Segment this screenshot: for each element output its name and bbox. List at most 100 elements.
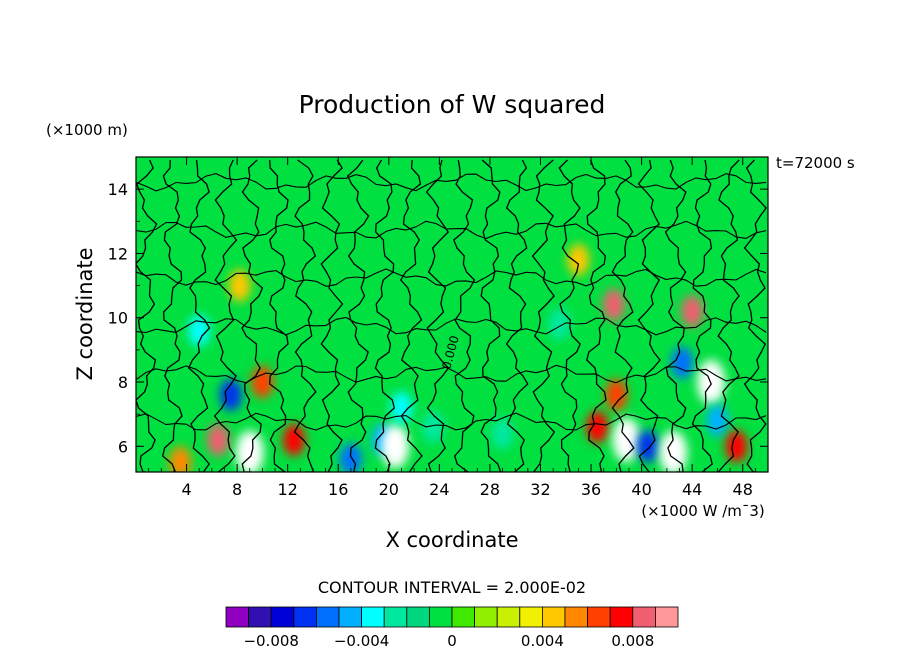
colorbar-label-0: −0.008	[243, 632, 299, 650]
colorbar-swatch-2	[270, 606, 295, 628]
contour-band-5	[136, 412, 767, 431]
field-feature-1	[207, 423, 230, 456]
colorbar-swatch-10	[451, 606, 476, 628]
contour-line-12	[453, 159, 476, 472]
colorbar-swatch-19	[655, 606, 679, 628]
x-tick-label-1: 8	[232, 480, 242, 499]
contour-line-7	[320, 159, 344, 472]
y-axis-title: Z coordinate	[73, 247, 97, 380]
colorbar-swatch-15	[564, 606, 589, 628]
chart-title: Production of W squared	[299, 90, 606, 119]
field-feature-14	[612, 417, 641, 462]
colorbar-swatch-17	[609, 606, 634, 628]
time-label: t=72000 s	[776, 154, 855, 172]
colorbar-swatch-7	[383, 606, 408, 628]
x-tick-label-2: 12	[278, 480, 298, 499]
field-feature-26	[228, 269, 251, 302]
field-feature-19	[697, 360, 726, 404]
colorbar-swatch-3	[293, 606, 317, 628]
colorbar-swatch-16	[587, 606, 611, 628]
colorbar-swatch-1	[248, 606, 272, 628]
field-feature-13	[602, 288, 625, 321]
x-tick-label-4: 20	[379, 480, 399, 499]
contour-line-20	[664, 159, 687, 472]
x-tick-label-10: 44	[682, 480, 702, 499]
contour-line-3	[213, 159, 238, 472]
contour-line-4	[241, 159, 264, 472]
y-axis: 6 8 10 12 14	[108, 156, 768, 456]
contour-line-22	[717, 159, 740, 472]
colorbar-label-1: −0.004	[334, 632, 390, 650]
plot-background	[136, 157, 768, 472]
contour-line-1	[161, 159, 183, 472]
contour-band-2	[136, 268, 767, 287]
contour-line-23	[743, 159, 767, 472]
x-tick-label-6: 28	[480, 480, 500, 499]
contour-line-14	[505, 159, 529, 472]
field-feature-25	[567, 243, 590, 276]
x-axis-title: X coordinate	[385, 528, 518, 552]
colorbar-swatch-5	[338, 606, 363, 628]
contour-interval-label: CONTOUR INTERVAL = 2.000E-02	[318, 578, 586, 597]
colorbar-swatch-0	[225, 606, 250, 628]
colorbar-label-4: 0.008	[611, 632, 654, 650]
field-feature-5	[283, 423, 305, 456]
field-layer	[169, 243, 748, 472]
x-tick-label-11: 48	[733, 480, 753, 499]
x-tick-label-3: 16	[328, 480, 348, 499]
colorbar-label-2: 0	[447, 632, 457, 650]
contour-line-5	[269, 159, 289, 472]
field-feature-0	[235, 430, 264, 472]
y-tick-label-0: 6	[118, 437, 128, 456]
contour-layer	[136, 159, 767, 472]
colorbar-swatch-18	[632, 606, 656, 628]
x-tick-label-9: 40	[631, 480, 651, 499]
contour-line-21	[691, 159, 713, 472]
contour-band-4	[136, 364, 767, 384]
contour-line-16	[558, 159, 581, 472]
colorbar-swatch-4	[315, 606, 340, 628]
contour-line-19	[637, 159, 661, 472]
contour-band-0	[136, 173, 767, 192]
x-unit-label: (×1000 W /m¯3)	[641, 502, 765, 520]
field-feature-16	[659, 430, 688, 472]
colorbar-swatch-13	[519, 606, 543, 628]
y-unit-label: (×1000 m)	[46, 121, 128, 139]
field-feature-18	[671, 346, 694, 379]
field-feature-21	[725, 430, 748, 463]
field-feature-17	[681, 295, 704, 328]
field-feature-24	[548, 308, 571, 341]
field-feature-11	[586, 411, 609, 443]
colorbar-swatch-12	[496, 606, 521, 628]
y-tick-label-1: 8	[118, 373, 128, 392]
field-feature-23	[491, 417, 514, 450]
y-tick-label-4: 14	[108, 180, 128, 199]
contour-line-13	[480, 159, 502, 472]
x-tick-label-5: 24	[429, 480, 449, 499]
colorbar-swatch-6	[361, 606, 385, 628]
contour-band-1	[136, 220, 767, 240]
colorbar-label-3: 0.004	[521, 632, 564, 650]
contour-line-11	[425, 159, 450, 472]
x-tick-label-7: 32	[530, 480, 550, 499]
y-tick-label-3: 12	[108, 244, 128, 263]
contour-line-9	[374, 159, 396, 472]
x-tick-label-0: 4	[181, 480, 191, 499]
x-tick-label-8: 36	[581, 480, 601, 499]
contour-line-17	[586, 159, 607, 472]
x-axis: 4 8 12 16 20 24 28 32 36 40 44 48	[148, 157, 756, 499]
contour-line-18	[611, 159, 635, 472]
colorbar-swatch-11	[474, 606, 498, 628]
field-feature-8	[381, 424, 410, 469]
y-tick-label-2: 10	[108, 309, 128, 328]
colorbar-swatch-14	[542, 606, 566, 628]
field-feature-12	[605, 378, 628, 411]
field-feature-22	[169, 446, 192, 472]
contour-line-2	[187, 159, 211, 472]
contour-line-6	[293, 159, 317, 472]
colorbar-swatch-8	[406, 606, 430, 628]
contour-line-0	[136, 159, 158, 472]
contour-line-10	[399, 159, 423, 472]
contour-line-15	[531, 159, 556, 472]
